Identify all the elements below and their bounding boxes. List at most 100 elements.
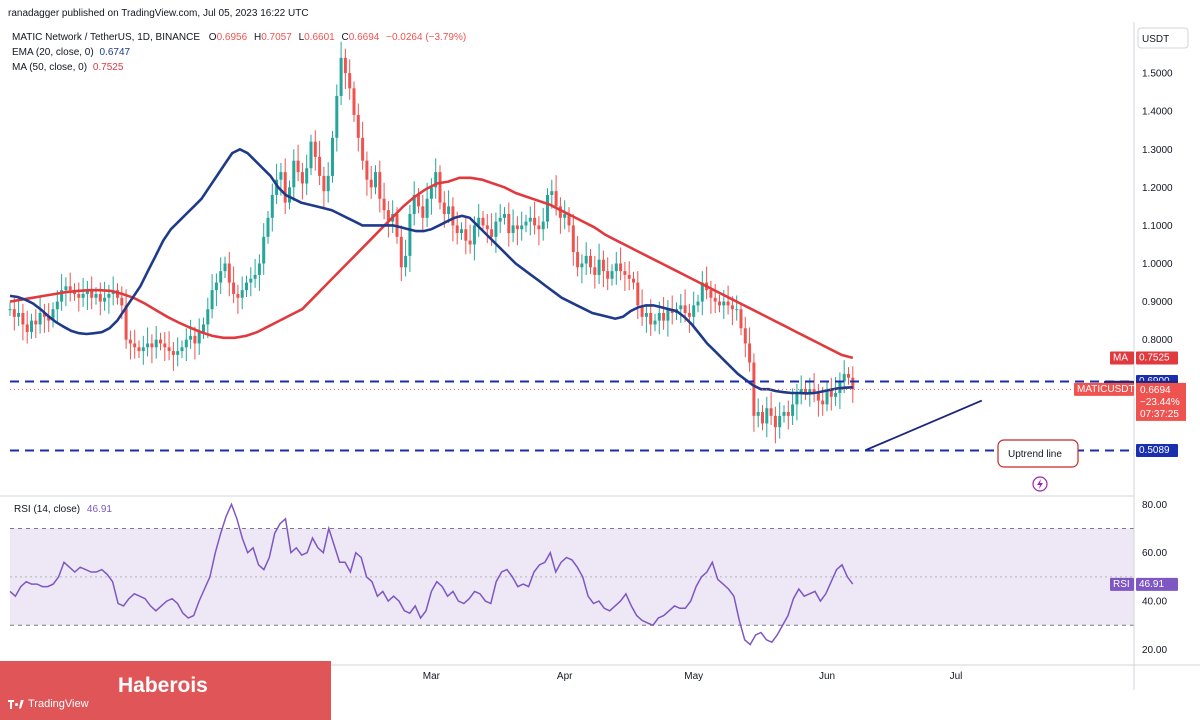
candle[interactable] [227, 252, 231, 297]
candle[interactable] [584, 242, 588, 275]
candle[interactable] [326, 162, 330, 203]
candle[interactable] [829, 377, 833, 411]
candle[interactable] [249, 267, 253, 297]
candle[interactable] [636, 271, 640, 320]
candle[interactable] [756, 398, 760, 428]
candle[interactable] [292, 149, 296, 202]
currency-button[interactable] [1137, 27, 1189, 49]
candle[interactable] [692, 291, 696, 329]
candle[interactable] [765, 396, 769, 438]
candle[interactable] [773, 406, 777, 444]
candle[interactable] [124, 289, 128, 349]
candle[interactable] [210, 274, 214, 319]
candle[interactable] [399, 225, 403, 282]
candle[interactable] [481, 210, 485, 233]
candle[interactable] [494, 212, 498, 253]
candle[interactable] [520, 211, 524, 241]
candle[interactable] [464, 217, 468, 255]
candle[interactable] [687, 303, 691, 333]
candle[interactable] [623, 261, 627, 291]
price-pane[interactable] [8, 41, 1135, 452]
candle[interactable] [477, 204, 481, 237]
candle[interactable] [421, 194, 425, 232]
candle[interactable] [417, 188, 420, 214]
rsi-pane[interactable] [9, 502, 1134, 646]
candle[interactable] [511, 209, 515, 243]
candle[interactable] [189, 319, 193, 349]
candle[interactable] [313, 130, 317, 171]
candle[interactable] [541, 207, 545, 241]
candle[interactable] [752, 353, 756, 432]
candle[interactable] [498, 204, 502, 234]
candle[interactable] [257, 254, 261, 291]
candle[interactable] [90, 276, 94, 310]
candle[interactable] [726, 285, 730, 315]
candle[interactable] [425, 182, 429, 227]
candle[interactable] [429, 178, 433, 215]
candle[interactable] [653, 313, 657, 332]
candle[interactable] [374, 165, 377, 195]
candle[interactable] [202, 317, 205, 339]
candle[interactable] [460, 222, 463, 240]
candle[interactable] [571, 213, 575, 266]
candle[interactable] [546, 188, 549, 229]
candle[interactable] [412, 181, 416, 226]
candle[interactable] [679, 293, 683, 323]
candle[interactable] [245, 275, 248, 298]
candle[interactable] [343, 48, 347, 90]
candle[interactable] [305, 154, 309, 195]
candle[interactable] [154, 325, 158, 359]
candle[interactable] [141, 335, 145, 365]
candle[interactable] [735, 295, 739, 321]
candle[interactable] [666, 300, 670, 337]
candle[interactable] [163, 332, 167, 361]
candle[interactable] [386, 201, 390, 238]
candle[interactable] [25, 310, 29, 344]
candle[interactable] [300, 162, 304, 200]
candle[interactable] [133, 329, 137, 359]
candle[interactable] [563, 200, 567, 230]
candle[interactable] [348, 59, 352, 100]
candle[interactable] [369, 166, 373, 199]
candle[interactable] [146, 327, 150, 357]
candle[interactable] [503, 207, 506, 225]
candle[interactable] [825, 382, 829, 412]
candle[interactable] [804, 382, 807, 400]
candle[interactable] [103, 281, 107, 311]
candle[interactable] [610, 264, 614, 286]
candle[interactable] [30, 313, 33, 339]
candle[interactable] [447, 190, 451, 224]
candle[interactable] [614, 252, 618, 285]
candle[interactable] [404, 239, 408, 277]
candle[interactable] [644, 303, 648, 333]
candle[interactable] [214, 273, 218, 307]
candle[interactable] [739, 302, 743, 336]
candle[interactable] [662, 297, 666, 330]
candle[interactable] [619, 247, 623, 281]
candle[interactable] [485, 213, 489, 243]
candle[interactable] [761, 405, 764, 431]
candle[interactable] [601, 250, 605, 288]
candle[interactable] [361, 121, 365, 170]
candle[interactable] [283, 158, 287, 214]
candle[interactable] [748, 327, 752, 372]
candle[interactable] [12, 297, 16, 331]
candle[interactable] [356, 103, 360, 152]
candle[interactable] [34, 309, 38, 339]
candle[interactable] [580, 254, 584, 284]
candle[interactable] [232, 266, 236, 304]
candle[interactable] [270, 183, 274, 232]
candle[interactable] [180, 340, 184, 358]
candle[interactable] [167, 331, 171, 361]
candle[interactable] [576, 236, 580, 277]
candle[interactable] [150, 334, 154, 364]
candle[interactable] [606, 257, 610, 291]
candle[interactable] [782, 405, 786, 423]
candle[interactable] [718, 294, 721, 313]
candle[interactable] [365, 151, 369, 196]
candle[interactable] [171, 341, 175, 371]
candle[interactable] [382, 182, 386, 220]
candle[interactable] [240, 276, 244, 310]
candle[interactable] [593, 255, 597, 289]
candle[interactable] [627, 261, 631, 291]
